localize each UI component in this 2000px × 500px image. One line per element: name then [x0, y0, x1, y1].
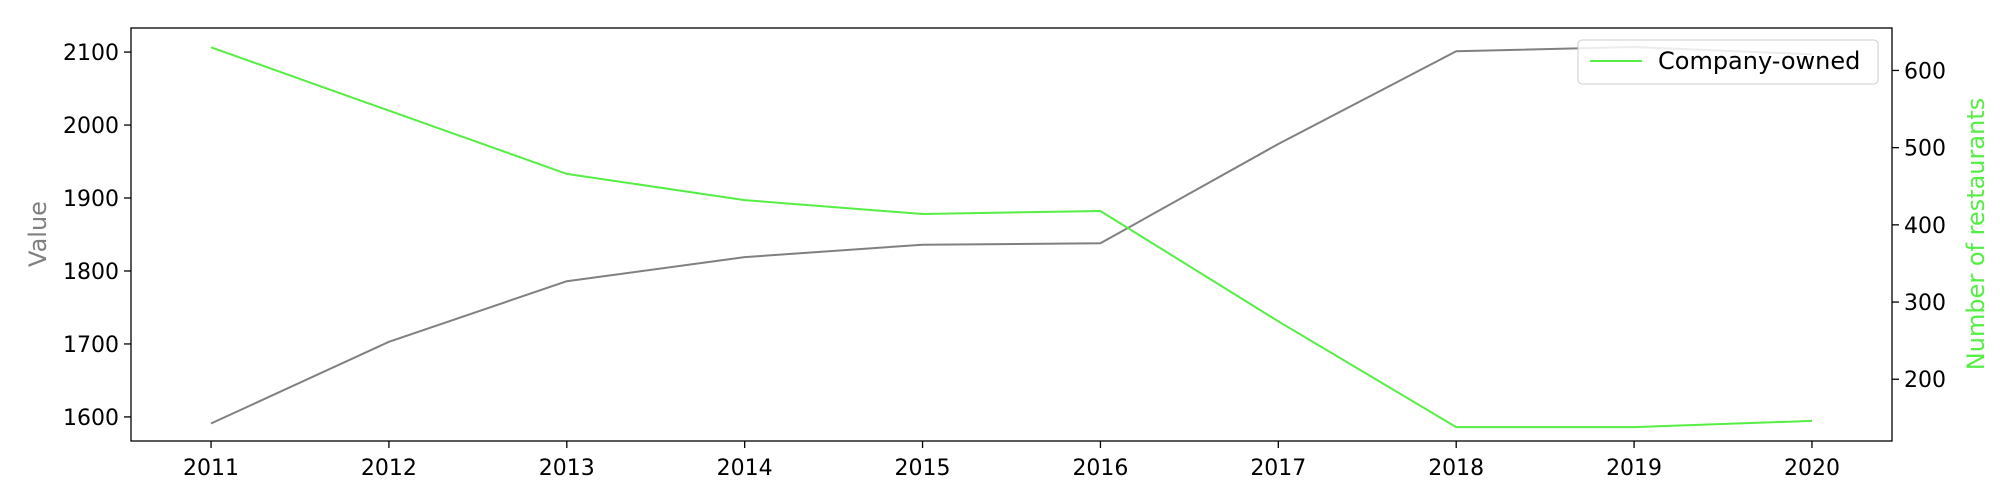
legend: Company-owned — [1577, 39, 1879, 85]
left-y-tick-label-1900: 1900 — [63, 187, 119, 212]
left-y-tick-label-1700: 1700 — [63, 333, 119, 358]
x-tick-label-2014: 2014 — [717, 456, 773, 481]
left-y-axis-ticks: 1600 1700 1800 1900 2000 2100 — [63, 41, 131, 431]
x-tick-label-2017: 2017 — [1250, 456, 1306, 481]
plot-frame — [130, 27, 1893, 442]
right-y-tick-label-300: 300 — [1904, 291, 1946, 316]
left-y-axis-title: Value — [24, 201, 52, 267]
x-tick-label-2019: 2019 — [1606, 456, 1662, 481]
series-line-series-1 — [210, 46, 1813, 425]
left-y-tick-label-1600: 1600 — [63, 406, 119, 431]
x-tick-label-2020: 2020 — [1784, 456, 1840, 481]
right-y-tick-label-200: 200 — [1904, 368, 1946, 393]
x-tick-label-2015: 2015 — [895, 456, 951, 481]
series-lines — [210, 46, 1813, 429]
series-line-company-owned — [210, 46, 1813, 429]
legend-box — [1577, 39, 1879, 85]
right-y-axis-ticks: 200 300 400 500 600 — [1892, 59, 1946, 393]
x-tick-label-2013: 2013 — [539, 456, 595, 481]
left-y-tick-label-2000: 2000 — [63, 114, 119, 139]
x-axis-ticks: 2011 2012 2013 2014 2015 2016 2017 2018 2019 2020 — [183, 441, 1840, 481]
x-tick-label-2011: 2011 — [183, 456, 239, 481]
x-tick-label-2018: 2018 — [1428, 456, 1484, 481]
left-y-tick-label-1800: 1800 — [63, 260, 119, 285]
right-y-tick-label-400: 400 — [1904, 214, 1946, 239]
right-y-axis-title: Number of restaurants — [1962, 98, 1990, 370]
x-tick-label-2012: 2012 — [361, 456, 417, 481]
right-y-tick-label-600: 600 — [1904, 59, 1946, 84]
legend-label-company-owned: Company-owned — [1658, 47, 1860, 75]
left-y-tick-label-2100: 2100 — [63, 41, 119, 66]
right-y-tick-label-500: 500 — [1904, 137, 1946, 162]
x-tick-label-2016: 2016 — [1072, 456, 1128, 481]
